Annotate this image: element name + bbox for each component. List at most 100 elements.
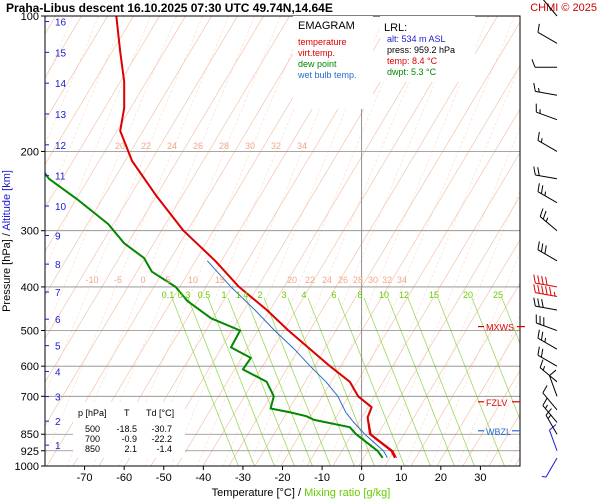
pressure-tick-label: 300 [21,226,39,238]
moist-adiabat-line [456,314,520,466]
wind-barb-half-flag [553,291,556,297]
moist-adiabat-line [170,16,359,466]
wind-barb-flag [533,284,536,293]
dry-adiabat-line [202,16,473,466]
adiabat-label: 22 [141,141,151,151]
moist-adiabat-line [66,16,255,466]
table-header-t: T [124,408,130,418]
moist-adiabat-line [583,0,600,476]
wind-barb-flag [540,243,544,252]
wind-barb-half-flag [541,475,547,478]
moist-adiabat-line [326,16,515,466]
wind-barb-half-flag [545,217,549,222]
wind-barb-flag [545,286,548,295]
dry-adiabat-line [280,64,520,466]
wind-barb-flag [542,210,547,220]
table-cell-t: 2.1 [124,444,137,454]
table-cell-p: 850 [85,444,100,454]
dry-adiabat-line [45,16,239,340]
wind-barb-flag [537,131,540,141]
mixing-ratio-line [207,297,275,466]
altitude-tick-label: 13 [55,110,67,121]
pressure-tick-label: 700 [21,391,39,403]
dry-adiabat-line [358,195,520,466]
wind-barb-half-flag [544,337,547,343]
legend-box: EMAGRAM temperature virt.temp. dew point… [293,16,373,109]
altitude-tick-label: 16 [55,18,67,29]
adiabat-label: 24 [322,275,332,285]
altitude-tick-label: 14 [55,79,67,90]
wind-barb-staff [535,282,558,288]
legend-background [293,16,373,109]
adiabat-label: 34 [397,275,407,285]
level-label-fzlv: FZLV [486,398,507,408]
lrl-altitude: alt: 534 m ASL [387,34,446,44]
mixing-ratio-line [287,297,355,466]
dry-adiabat-line [98,16,369,466]
wind-barb-half-flag [544,404,548,409]
adiabat-label: 32 [271,141,281,151]
wind-barb-half-flag [542,366,546,371]
adiabat-label: 32 [382,275,392,285]
adiabat-label: 30 [368,275,378,285]
table-cell-t: -18.5 [116,424,137,434]
credit-label: CHMI © 2025 [530,2,597,14]
wind-barb-half-flag [540,138,543,143]
moist-adiabat-line [45,16,125,208]
x-tick-label: -60 [116,472,132,484]
wind-barb-flag [537,329,540,339]
pressure-tick-label: 400 [21,282,39,294]
mixing-ratio-line [387,297,455,466]
legend-heading: EMAGRAM [298,20,355,32]
dry-adiabat-line [436,326,520,466]
moist-adiabat-line [531,0,600,476]
wind-barb-flag [544,245,547,254]
moist-adiabat-line [557,0,600,476]
x-tick-label: -70 [77,472,93,484]
level-markers: MXWS FZLV WBZL [478,323,525,437]
adiabat-labels: 20 22 24 26 28 30 32 34 -10 -5 0 5 10 15 20 22 24 26 28 30 3… [85,141,407,285]
wind-barb-staff [537,191,558,204]
adiabat-label: 28 [353,275,363,285]
wind-barb-flag [537,275,540,284]
moist-adiabat-line [248,16,437,466]
x-axis-ticks: -70 -60 -50 -40 -30 -20 -10 0 10 20 30 [77,466,487,484]
level-label-wbzl: WBZL [486,427,511,437]
adiabat-label: 26 [338,275,348,285]
dry-adiabat-line [462,369,520,466]
mixing-ratio-line [501,297,520,345]
wind-barb-flag [537,241,540,250]
altitude-tick-label: 1 [55,441,61,452]
mixing-ratio-label: 6 [331,290,336,300]
moist-adiabat-line [92,16,281,466]
wind-barb-flag [549,369,557,377]
wind-barb-half-flag [547,415,552,419]
altitude-tick-label: 15 [55,48,67,59]
mixing-ratio-label: 3 [281,290,286,300]
wind-barb-flag [537,346,540,356]
altitude-tick-label: 10 [55,202,67,213]
wind-barb-staff [539,216,558,232]
wind-barb-staff [535,90,558,96]
table-cell-p: 700 [85,434,100,444]
dry-adiabat-line [45,16,161,209]
mixing-ratio-label: 12 [399,290,409,300]
wind-barb-staff [549,429,558,451]
chart-title: Praha-Libus descent 16.10.2025 07:30 UTC… [6,1,333,15]
pressure-tick-label: 100 [21,11,39,23]
wind-barb-staff [535,305,558,311]
altitude-tick-label: 4 [55,367,61,378]
wind-barb-flag [541,299,544,308]
adiabat-label: 26 [193,141,203,151]
wind-barb-staff [537,31,558,44]
wind-barb-staff [545,457,558,478]
adiabat-label: 28 [219,141,229,151]
table-header-td: Td [°C] [146,408,174,418]
altitude-tick-label: 12 [55,141,67,152]
series-line-dew-point [45,171,384,459]
legend-item-wet-bulb: wet bulb temp. [297,70,357,80]
mixing-ratio-label: 8 [357,290,362,300]
mixing-ratio-label: 0.3 [178,290,191,300]
mixing-ratio-label: 0.1 [162,290,175,300]
